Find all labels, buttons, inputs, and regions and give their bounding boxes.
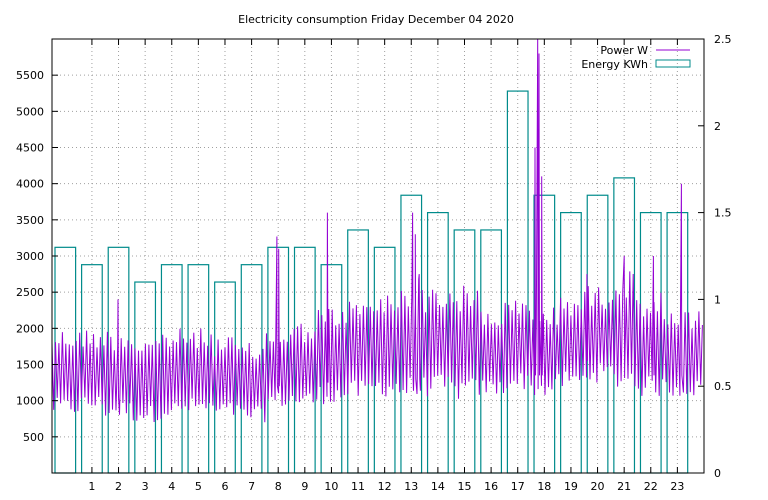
x-tick-label: 22 — [644, 480, 658, 493]
y2-tick-label: 0 — [714, 467, 721, 480]
y2-tick-label: 1 — [714, 293, 721, 306]
energy-bar — [214, 281, 236, 474]
y2-tick-label: 1.5 — [714, 207, 732, 220]
x-tick-label: 9 — [301, 480, 308, 493]
x-tick-label: 14 — [431, 480, 445, 493]
y-tick-label: 3500 — [16, 214, 44, 227]
legend-label-energy: Energy KWh — [581, 58, 648, 71]
x-tick-label: 1 — [88, 480, 95, 493]
x-tick-label: 8 — [275, 480, 282, 493]
x-tick-label: 20 — [591, 480, 605, 493]
legend-swatch-energy — [655, 59, 691, 68]
x-tick-label: 11 — [351, 480, 365, 493]
x-tick-label: 5 — [195, 480, 202, 493]
x-tick-label: 12 — [378, 480, 392, 493]
y-tick-label: 4000 — [16, 178, 44, 191]
chart-title: Electricity consumption Friday December … — [238, 13, 514, 26]
x-tick-label: 7 — [248, 480, 255, 493]
x-tick-label: 13 — [404, 480, 418, 493]
plot-frame — [51, 38, 705, 474]
x-tick-label: 4 — [168, 480, 175, 493]
x-tick-label: 17 — [511, 480, 525, 493]
x-tick-label: 15 — [457, 480, 471, 493]
y-tick-label: 5000 — [16, 105, 44, 118]
power-line — [51, 38, 703, 423]
y-tick-label: 500 — [23, 431, 44, 444]
energy-bars — [54, 90, 689, 474]
y-tick-label: 3000 — [16, 250, 44, 263]
y-tick-label: 1000 — [16, 395, 44, 408]
y2-tick-label: 0.5 — [714, 380, 732, 393]
x-tick-label: 16 — [484, 480, 498, 493]
legend: Power W Energy KWh — [581, 44, 691, 71]
axes-ticks: 1 2 3 4 5 6 7 8 9 10 11 12 13 14 15 16 17 18 19 20 21 22 23500… — [16, 33, 732, 493]
x-tick-label: 23 — [670, 480, 684, 493]
y2-tick-label: 2.5 — [714, 33, 732, 46]
x-tick-label: 10 — [324, 480, 338, 493]
y2-tick-label: 2 — [714, 120, 721, 133]
y-tick-label: 2500 — [16, 286, 44, 299]
legend-label-power: Power W — [600, 44, 648, 57]
x-tick-label: 21 — [617, 480, 631, 493]
x-tick-label: 6 — [221, 480, 228, 493]
power-line-layer — [51, 38, 703, 423]
x-tick-label: 19 — [564, 480, 578, 493]
y-tick-label: 1500 — [16, 359, 44, 372]
x-tick-label: 18 — [537, 480, 551, 493]
grid-lines — [52, 39, 704, 473]
x-tick-label: 3 — [142, 480, 149, 493]
y-tick-label: 5500 — [16, 69, 44, 82]
x-tick-label: 2 — [115, 480, 122, 493]
y-tick-label: 4500 — [16, 142, 44, 155]
y-tick-label: 2000 — [16, 322, 44, 335]
